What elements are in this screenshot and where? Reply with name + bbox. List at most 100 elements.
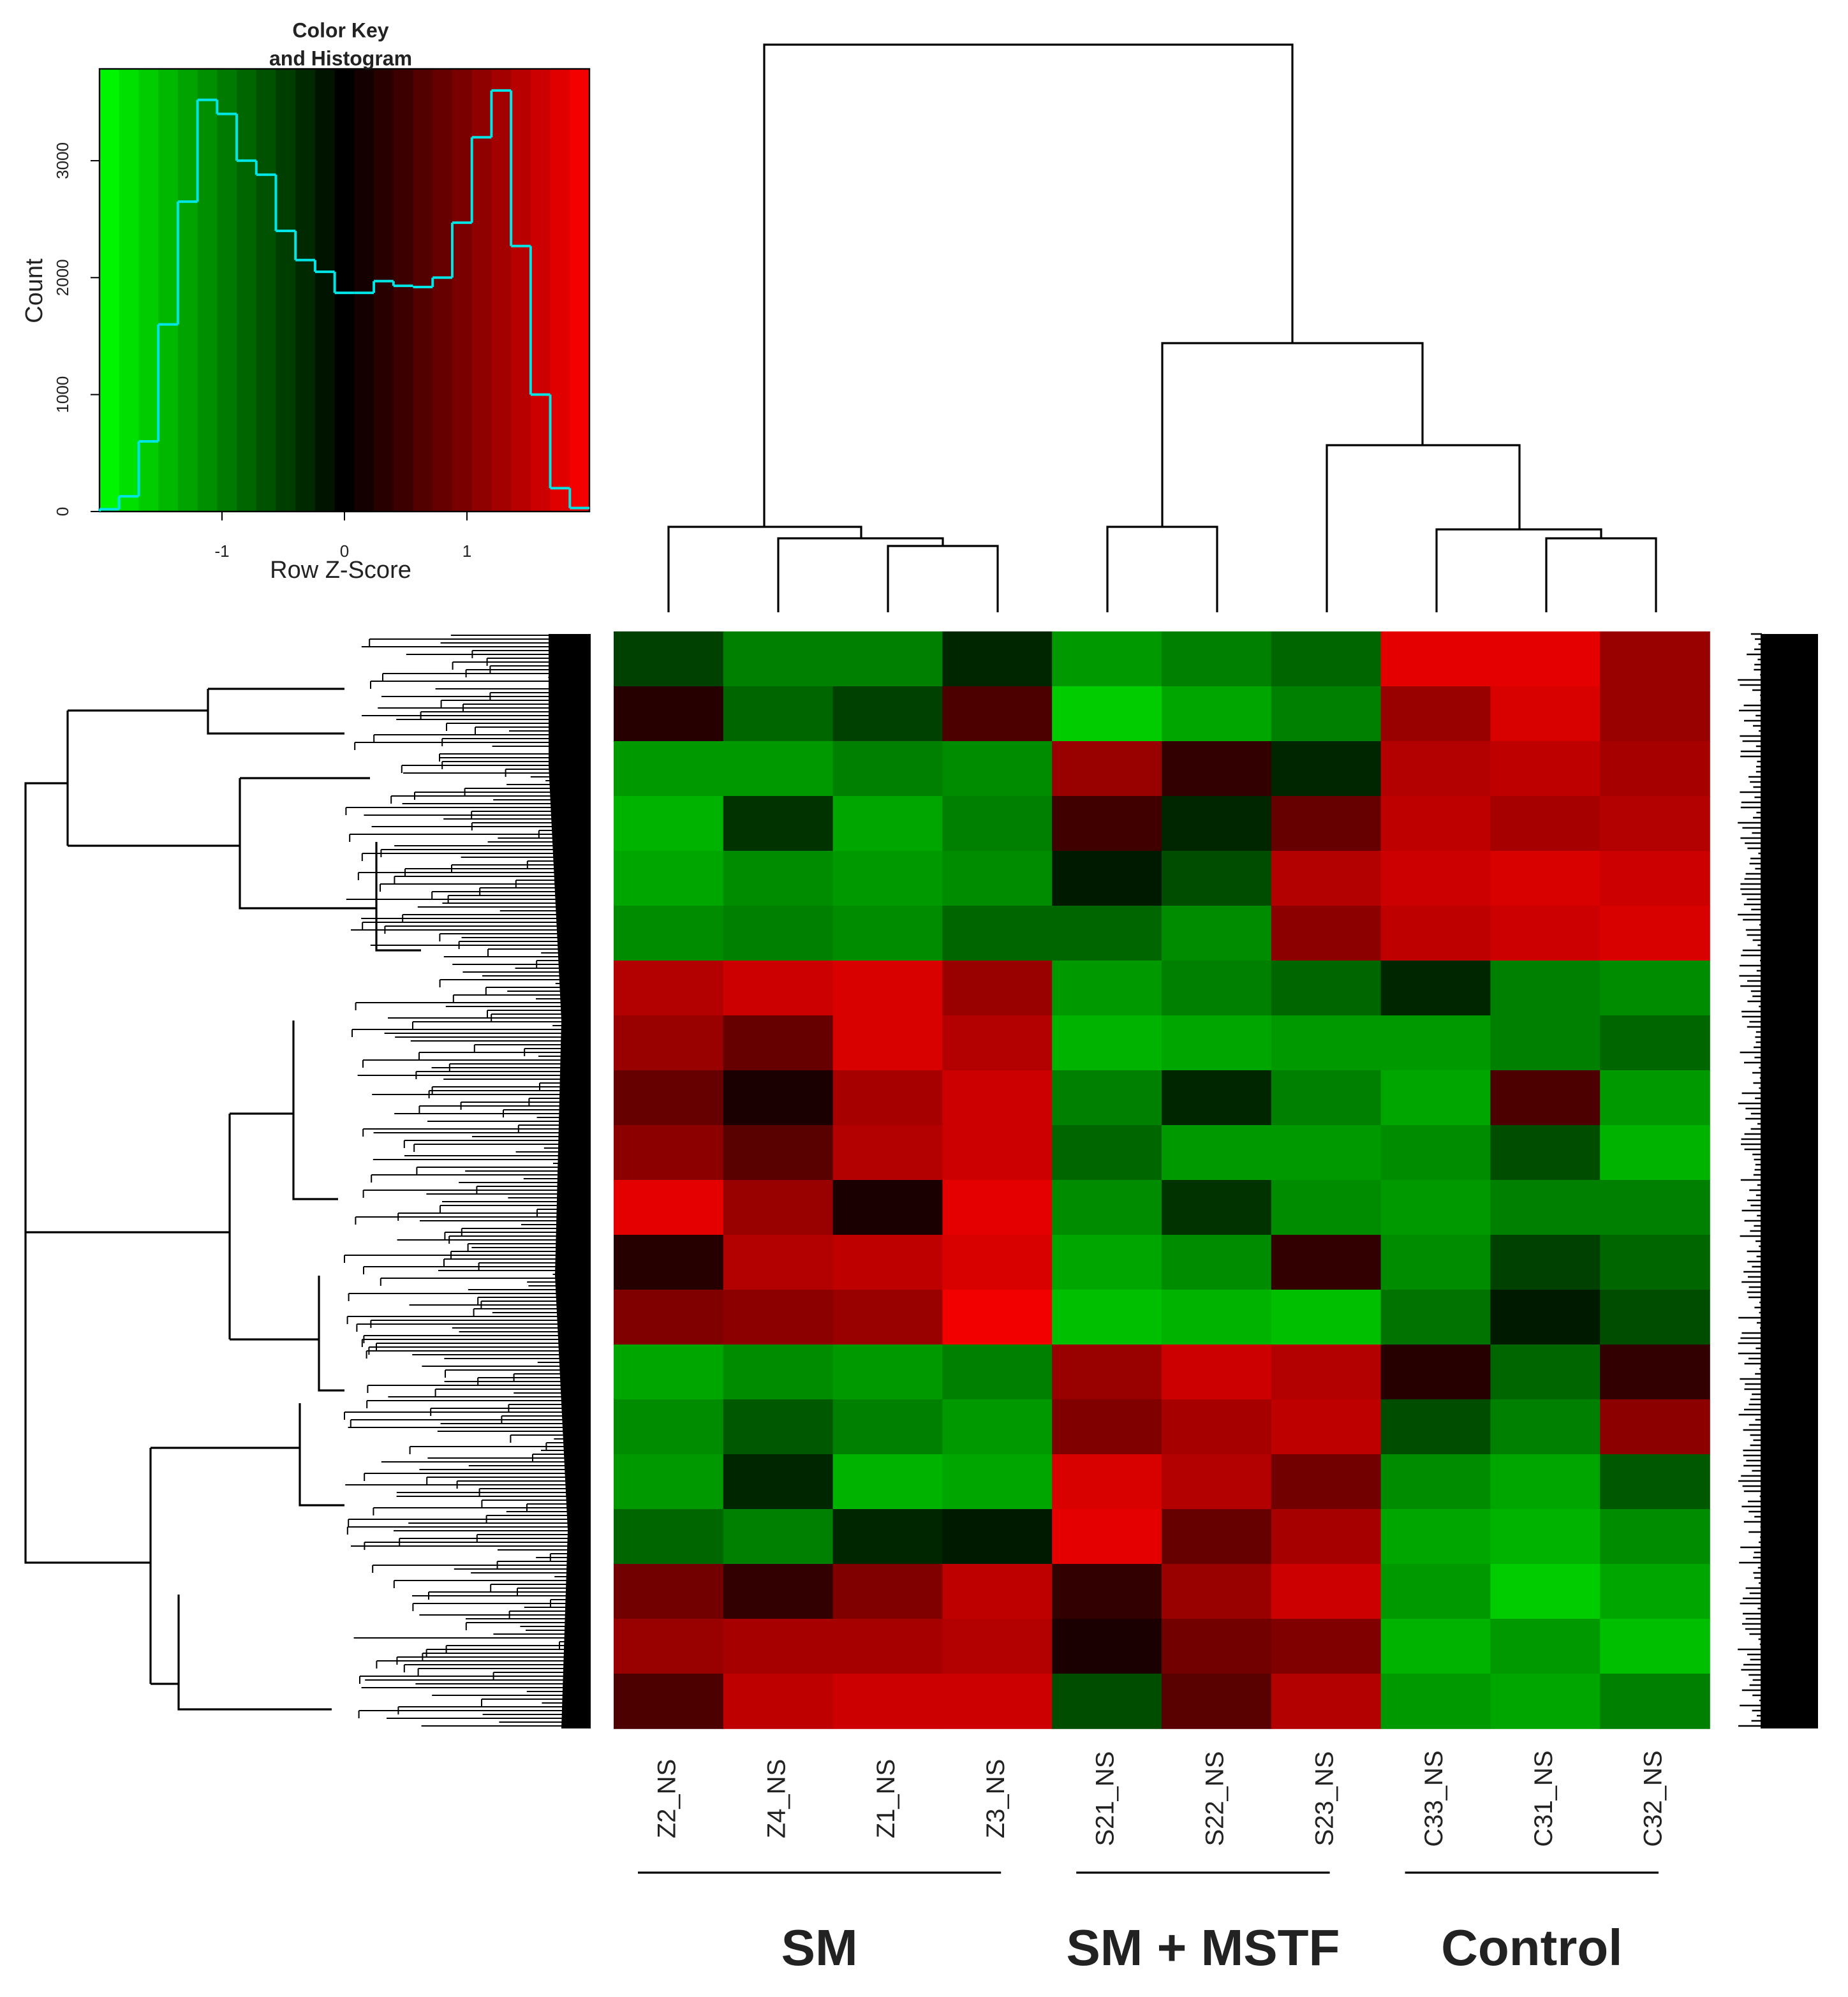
heatmap-cell bbox=[614, 1564, 724, 1619]
heatmap-cell bbox=[832, 741, 943, 797]
column-label: C32_NS bbox=[1639, 1750, 1667, 1846]
heatmap-cell bbox=[942, 1070, 1053, 1126]
heatmap-cell bbox=[1600, 631, 1710, 687]
heatmap-cell bbox=[1490, 1564, 1600, 1619]
heatmap-cell bbox=[1052, 1399, 1162, 1455]
heatmap-cell bbox=[614, 1125, 724, 1181]
heatmap-cell bbox=[942, 741, 1053, 797]
heatmap-cell bbox=[614, 1619, 724, 1674]
heatmap-cell bbox=[1600, 1180, 1710, 1235]
x-tick-label: -1 bbox=[214, 542, 229, 561]
leaf-mass bbox=[549, 634, 591, 1728]
heatmap-cell bbox=[1052, 1564, 1162, 1619]
color-key-band bbox=[276, 69, 297, 512]
column-label: S23_NS bbox=[1310, 1751, 1338, 1846]
heatmap-cell bbox=[832, 961, 943, 1016]
heatmap-cell bbox=[942, 1125, 1053, 1181]
heatmap-cell bbox=[1490, 796, 1600, 851]
y-tick-label: 3000 bbox=[53, 142, 72, 179]
heatmap-cell bbox=[1490, 1399, 1600, 1455]
heatmap-cell bbox=[1162, 851, 1272, 906]
heatmap-cell bbox=[1052, 1290, 1162, 1345]
heatmap-cell bbox=[1490, 686, 1600, 742]
heatmap-cell bbox=[1162, 1070, 1272, 1126]
heatmap-cell bbox=[1490, 1345, 1600, 1400]
heatmap-cell bbox=[832, 1454, 943, 1510]
heatmap-cell bbox=[942, 851, 1053, 906]
color-key-band bbox=[570, 69, 590, 512]
heatmap-cell bbox=[1490, 1070, 1600, 1126]
heatmap-cell bbox=[1052, 1180, 1162, 1235]
heatmap-cell bbox=[942, 1564, 1053, 1619]
color-key-band bbox=[393, 69, 414, 512]
column-label: Z3_NS bbox=[982, 1759, 1010, 1839]
heatmap-cell bbox=[723, 741, 834, 797]
y-tick-label: 2000 bbox=[53, 259, 72, 296]
heatmap-cell bbox=[614, 1674, 724, 1729]
heatmap-cell bbox=[1600, 741, 1710, 797]
heatmap-cell bbox=[723, 1070, 834, 1126]
heatmap-cell bbox=[1380, 1015, 1491, 1071]
heatmap-cell bbox=[723, 1235, 834, 1290]
color-key-band bbox=[432, 69, 453, 512]
heatmap-cell bbox=[1600, 1015, 1710, 1071]
heatmap-cell bbox=[1052, 1674, 1162, 1729]
heatmap-cell bbox=[832, 796, 943, 851]
heatmap-cell bbox=[942, 1290, 1053, 1345]
heatmap-cell bbox=[1052, 686, 1162, 742]
heatmap-cell bbox=[942, 631, 1053, 687]
color-key-band bbox=[491, 69, 512, 512]
color-key-band bbox=[413, 69, 434, 512]
heatmap-cell bbox=[614, 796, 724, 851]
heatmap-cell bbox=[1162, 1345, 1272, 1400]
heatmap-cell bbox=[1380, 851, 1491, 906]
heatmap-cell bbox=[723, 1015, 834, 1071]
heatmap-cell bbox=[1600, 851, 1710, 906]
x-tick-label: 0 bbox=[340, 542, 349, 561]
x-axis-label: Row Z-Score bbox=[270, 557, 411, 584]
heatmap-cell bbox=[1600, 1454, 1710, 1510]
y-tick-label: 0 bbox=[53, 507, 72, 516]
heatmap-cell bbox=[1490, 961, 1600, 1016]
heatmap-cell bbox=[1162, 741, 1272, 797]
heatmap-cell bbox=[723, 1180, 834, 1235]
column-label: S22_NS bbox=[1201, 1751, 1229, 1846]
heatmap-cell bbox=[1271, 631, 1382, 687]
heatmap-cell bbox=[1052, 631, 1162, 687]
heatmap-cell bbox=[1052, 1235, 1162, 1290]
column-label: Z4_NS bbox=[762, 1759, 790, 1839]
row-labels-block bbox=[1738, 633, 1818, 1728]
heatmap-cell bbox=[832, 1180, 943, 1235]
heatmap-cell bbox=[832, 1674, 943, 1729]
heatmap-cell bbox=[832, 631, 943, 687]
heatmap-cell bbox=[1600, 1235, 1710, 1290]
heatmap-cell bbox=[832, 1399, 943, 1455]
column-label: Z1_NS bbox=[872, 1759, 900, 1839]
heatmap-cell bbox=[1490, 1015, 1600, 1071]
heatmap-cell bbox=[723, 961, 834, 1016]
heatmap-cell bbox=[1600, 686, 1710, 742]
heatmap-cell bbox=[1380, 1235, 1491, 1290]
heatmap-cell bbox=[1380, 1674, 1491, 1729]
color-key-band bbox=[217, 69, 238, 512]
heatmap-cell bbox=[1600, 1070, 1710, 1126]
heatmap-cell bbox=[942, 1399, 1053, 1455]
heatmap-cell bbox=[1490, 1180, 1600, 1235]
heatmap-cell bbox=[1052, 1454, 1162, 1510]
heatmap-cell bbox=[1162, 686, 1272, 742]
heatmap-cell bbox=[832, 1564, 943, 1619]
heatmap-cell bbox=[832, 1619, 943, 1674]
heatmap-cell bbox=[723, 1125, 834, 1181]
color-key-band bbox=[177, 69, 198, 512]
heatmap-cell bbox=[723, 1509, 834, 1565]
heatmap: Z2_NS Z4_NS Z1_NS Z3_NS S21_NS S22_NS S23_NS C3… bbox=[614, 631, 1710, 1976]
heatmap-cell bbox=[1271, 686, 1382, 742]
heatmap-cell bbox=[832, 686, 943, 742]
heatmap-cell bbox=[832, 1015, 943, 1071]
heatmap-cell bbox=[723, 1674, 834, 1729]
heatmap-cell bbox=[1271, 741, 1382, 797]
heatmap-cell bbox=[942, 1015, 1053, 1071]
color-key-band bbox=[530, 69, 551, 512]
heatmap-cell bbox=[1600, 1674, 1710, 1729]
